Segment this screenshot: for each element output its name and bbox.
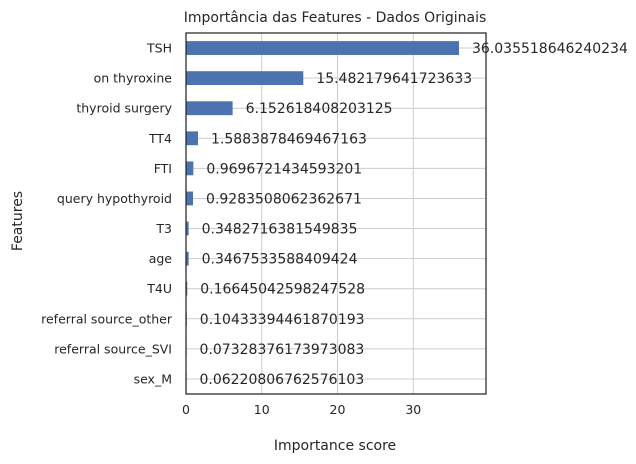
value-label: 0.3482716381549835 [202, 222, 358, 238]
bar [186, 221, 189, 236]
bar [186, 191, 194, 206]
x-axis-label: Importance score [274, 438, 396, 454]
grid-lines [185, 33, 486, 394]
bar [186, 41, 459, 55]
value-label: 0.16645042598247528 [200, 282, 365, 298]
value-label: 6.152618408203125 [246, 101, 393, 117]
bar [186, 131, 199, 146]
y-tick-label: referral source_other [41, 311, 173, 326]
plot-frame [185, 32, 487, 395]
value-label: 0.06220806762576103 [199, 372, 364, 388]
y-axis-label: Features [10, 191, 26, 251]
value-label: 0.10433394461870193 [200, 312, 365, 328]
y-tick-label: T3 [155, 221, 172, 236]
y-tick-label: on thyroxine [94, 71, 173, 86]
bar [186, 281, 188, 296]
y-tick-label: query hypothyroid [57, 191, 172, 206]
y-tick-label: TSH [146, 41, 172, 56]
y-tick-label: FTI [154, 161, 172, 176]
x-tick-label: 0 [182, 402, 190, 417]
x-tick-label: 30 [405, 402, 421, 417]
bar [186, 71, 304, 86]
y-tick-labels: TSH on thyroxine thyroid surgery TT4 FTI quer… [41, 41, 173, 387]
y-tick-label: sex_M [134, 371, 172, 386]
y-tick-label: TT4 [148, 131, 172, 146]
value-label: 0.9283508062362671 [206, 191, 362, 207]
x-tick-label: 10 [254, 402, 270, 417]
bars [186, 41, 459, 386]
bar [186, 251, 189, 266]
value-label: 15.482179641723633 [316, 71, 472, 87]
bar [186, 161, 194, 176]
value-label: 0.07328376173973083 [200, 342, 365, 358]
value-label: 0.3467533588409424 [202, 252, 358, 268]
x-tick-label: 20 [330, 402, 346, 417]
y-tick-label: thyroid surgery [76, 101, 172, 116]
chart-title: Importância das Features - Dados Origina… [184, 10, 487, 26]
y-tick-label: T4U [146, 281, 172, 296]
x-tick-labels: 0 10 20 30 [182, 402, 421, 417]
y-tick-label: referral source_SVI [54, 341, 172, 356]
value-label: 1.5883878469467163 [211, 131, 367, 147]
bar [186, 101, 233, 116]
value-label: 0.9696721434593201 [206, 161, 362, 177]
value-label: 36.035518646240234 [472, 41, 628, 57]
y-tick-label: age [149, 251, 173, 266]
